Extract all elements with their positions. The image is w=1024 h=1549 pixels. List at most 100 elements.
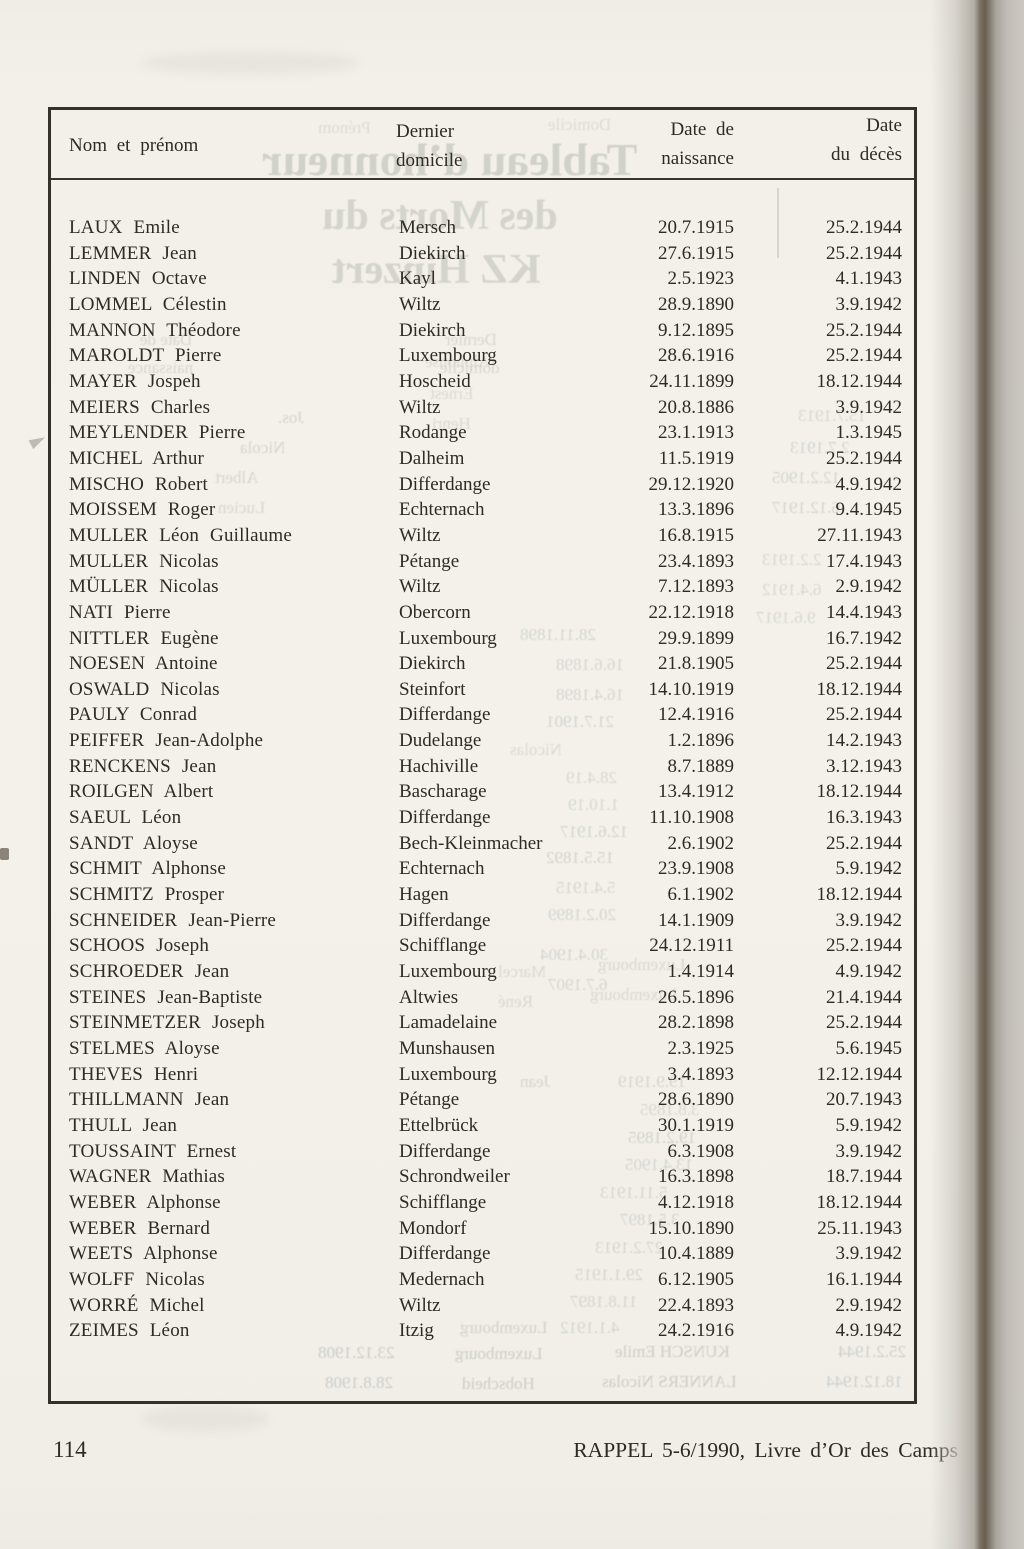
domicile-cell: Luxembourg bbox=[399, 961, 497, 983]
birth-date-cell: 28.9.1890 bbox=[658, 293, 734, 315]
name-cell: WEBER Bernard bbox=[69, 1217, 211, 1239]
name-cell: PEIFFER Jean-Adolphe bbox=[69, 730, 264, 752]
death-date-cell: 5.9.1942 bbox=[835, 1114, 903, 1136]
column-header-domicile-line2: domicile bbox=[396, 150, 463, 171]
name-cell: MANNON Théodore bbox=[69, 319, 241, 341]
birth-date-cell: 8.7.1889 bbox=[667, 755, 735, 777]
name-cell: WOLFF Nicolas bbox=[69, 1268, 205, 1290]
domicile-cell: Schrondweiler bbox=[399, 1166, 510, 1188]
table-row: RENCKENS Jean Hachiville 8.7.1889 3.12.1943 bbox=[51, 754, 914, 780]
birth-date-cell: 15.10.1890 bbox=[648, 1217, 735, 1239]
domicile-cell: Wiltz bbox=[399, 396, 441, 418]
death-date-cell: 25.2.1944 bbox=[826, 319, 902, 341]
birth-date-cell: 9.12.1895 bbox=[658, 319, 734, 341]
domicile-cell: Differdange bbox=[399, 473, 491, 495]
death-date-cell: 27.11.1943 bbox=[817, 524, 902, 546]
table-row: NITTLER Eugène Luxembourg 29.9.1899 16.7.19… bbox=[51, 626, 914, 652]
domicile-cell: Steinfort bbox=[399, 678, 466, 700]
column-header-birth-line2: naissance bbox=[661, 148, 734, 169]
birth-date-cell: 12.4.1916 bbox=[658, 704, 734, 726]
name-cell: SAEUL Léon bbox=[69, 807, 182, 829]
table-row: LINDEN Octave Kayl 2.5.1923 4.1.1943 bbox=[51, 266, 914, 292]
domicile-cell: Wiltz bbox=[399, 293, 441, 315]
birth-date-cell: 11.10.1908 bbox=[649, 807, 734, 829]
death-date-cell: 14.4.1943 bbox=[826, 601, 902, 623]
birth-date-cell: 22.12.1918 bbox=[648, 601, 735, 623]
table-row: NOESEN Antoine Diekirch 21.8.1905 25.2.1944 bbox=[51, 651, 914, 677]
table-rows: LAUX Emile Mersch 20.7.1915 25.2.1944 LEMMER… bbox=[51, 215, 914, 1344]
name-cell: TOUSSAINT Ernest bbox=[69, 1140, 237, 1162]
name-cell: NOESEN Antoine bbox=[69, 653, 218, 675]
birth-date-cell: 23.9.1908 bbox=[658, 858, 734, 880]
name-cell: WEBER Alphonse bbox=[69, 1191, 221, 1213]
name-cell: SCHMIT Alphonse bbox=[69, 858, 226, 880]
death-date-cell: 1.3.1945 bbox=[835, 422, 903, 444]
table-row: THILLMANN Jean Pétange 28.6.1890 20.7.1943 bbox=[51, 1087, 914, 1113]
table-row: SCHMITZ Prosper Hagen 6.1.1902 18.12.1944 bbox=[51, 882, 914, 908]
page-number: 114 bbox=[53, 1437, 87, 1462]
death-date-cell: 3.9.1942 bbox=[835, 1243, 903, 1265]
birth-date-cell: 30.1.1919 bbox=[658, 1114, 734, 1136]
pencil-smudge bbox=[140, 1406, 270, 1432]
name-cell: WAGNER Mathias bbox=[69, 1166, 226, 1188]
domicile-cell: Munshausen bbox=[399, 1038, 496, 1059]
table-row: WORRÉ Michel Wiltz 22.4.1893 2.9.1942 bbox=[51, 1293, 914, 1319]
death-date-cell: 3.9.1942 bbox=[835, 396, 903, 418]
death-date-cell: 9.4.1945 bbox=[835, 499, 903, 521]
name-cell: WORRÉ Michel bbox=[69, 1294, 205, 1316]
domicile-cell: Differdange bbox=[399, 1243, 491, 1265]
table-row: MULLER Nicolas Pétange 23.4.1893 17.4.1943 bbox=[51, 549, 914, 575]
table-row: MAROLDT Pierre Luxembourg 28.6.1916 25.2.19… bbox=[51, 343, 914, 369]
column-header-name: Nom et prénom bbox=[69, 131, 198, 160]
domicile-cell: Ettelbrück bbox=[399, 1114, 479, 1136]
death-date-cell: 2.9.1942 bbox=[835, 1294, 903, 1316]
birth-date-cell: 24.2.1916 bbox=[658, 1320, 734, 1342]
name-cell: MAROLDT Pierre bbox=[69, 345, 222, 367]
table-row: MAYER Jospeh Hoscheid 24.11.1899 18.12.1944 bbox=[51, 369, 914, 395]
domicile-cell: Luxembourg bbox=[399, 345, 497, 367]
table-row: NATI Pierre Obercorn 22.12.1918 14.4.1943 bbox=[51, 600, 914, 626]
death-date-cell: 3.12.1943 bbox=[826, 755, 902, 777]
death-date-cell: 4.1.1943 bbox=[835, 268, 903, 290]
birth-date-cell: 14.1.1909 bbox=[658, 909, 734, 931]
death-date-cell: 21.4.1944 bbox=[826, 986, 902, 1008]
death-date-cell: 16.3.1943 bbox=[826, 807, 902, 829]
death-date-cell: 18.12.1944 bbox=[816, 781, 903, 803]
table-row: TOUSSAINT Ernest Differdange 6.3.1908 3.9.1… bbox=[51, 1139, 914, 1165]
death-date-cell: 25.2.1944 bbox=[826, 242, 902, 264]
table-row: SANDT Aloyse Bech-Kleinmacher 2.6.1902 25.2… bbox=[51, 831, 914, 857]
death-date-cell: 25.11.1943 bbox=[817, 1217, 902, 1239]
table-row: MÜLLER Nicolas Wiltz 7.12.1893 2.9.1942 bbox=[51, 574, 914, 600]
domicile-cell: Wiltz bbox=[399, 576, 441, 598]
death-date-cell: 3.9.1942 bbox=[835, 1140, 903, 1162]
domicile-cell: Hachiville bbox=[399, 755, 479, 777]
name-cell: LEMMER Jean bbox=[69, 242, 197, 264]
pencil-arrow-mark bbox=[28, 432, 48, 450]
table-row: WAGNER Mathias Schrondweiler 16.3.1898 18.7… bbox=[51, 1164, 914, 1190]
domicile-cell: Kayl bbox=[399, 268, 436, 290]
domicile-cell: Hoscheid bbox=[399, 370, 471, 392]
table-row: MULLER Léon Guillaume Wiltz 16.8.1915 27.11… bbox=[51, 523, 914, 549]
birth-date-cell: 10.4.1889 bbox=[658, 1243, 734, 1265]
birth-date-cell: 2.5.1923 bbox=[667, 268, 735, 290]
birth-date-cell: 28.6.1890 bbox=[658, 1089, 734, 1111]
domicile-cell: Itzig bbox=[399, 1320, 434, 1342]
name-cell: SCHOOS Joseph bbox=[69, 935, 210, 957]
name-cell: LOMMEL Célestin bbox=[69, 293, 227, 315]
memorial-table: Nom et prénom Dernier domicile Date de n… bbox=[48, 107, 917, 1404]
name-cell: SANDT Aloyse bbox=[69, 832, 198, 854]
birth-date-cell: 22.4.1893 bbox=[658, 1294, 734, 1316]
death-date-cell: 25.2.1944 bbox=[826, 935, 902, 957]
birth-date-cell: 28.2.1898 bbox=[658, 1012, 734, 1034]
name-cell: NITTLER Eugène bbox=[69, 627, 219, 649]
domicile-cell: Wiltz bbox=[399, 524, 441, 546]
death-date-cell: 5.6.1945 bbox=[835, 1038, 903, 1059]
table-row: LOMMEL Célestin Wiltz 28.9.1890 3.9.1942 bbox=[51, 292, 914, 318]
name-cell: RENCKENS Jean bbox=[69, 755, 217, 777]
column-header-death-line1: Date bbox=[866, 115, 902, 136]
birth-date-cell: 14.10.1919 bbox=[648, 678, 735, 700]
table-row: OSWALD Nicolas Steinfort 14.10.1919 18.12.1… bbox=[51, 677, 914, 703]
domicile-cell: Bascharage bbox=[399, 781, 487, 803]
birth-date-cell: 2.3.1925 bbox=[667, 1038, 735, 1059]
